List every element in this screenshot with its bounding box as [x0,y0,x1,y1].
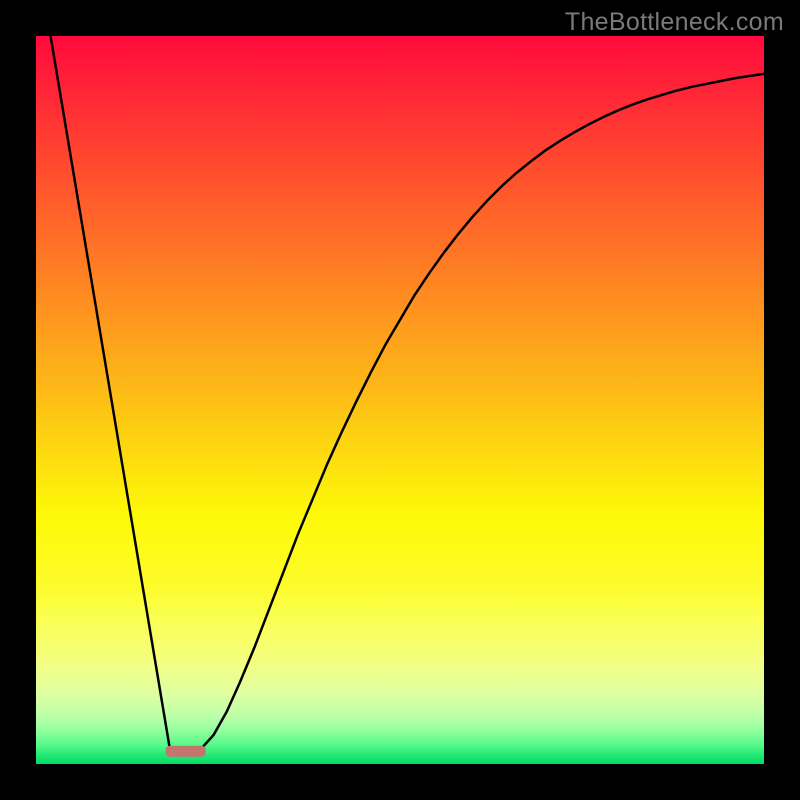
gradient-background [36,36,764,764]
minimum-marker [166,746,206,757]
figure-wrapper: TheBottleneck.com [0,0,800,800]
watermark-text: TheBottleneck.com [565,8,784,37]
gradient-curve-chart [0,0,800,800]
